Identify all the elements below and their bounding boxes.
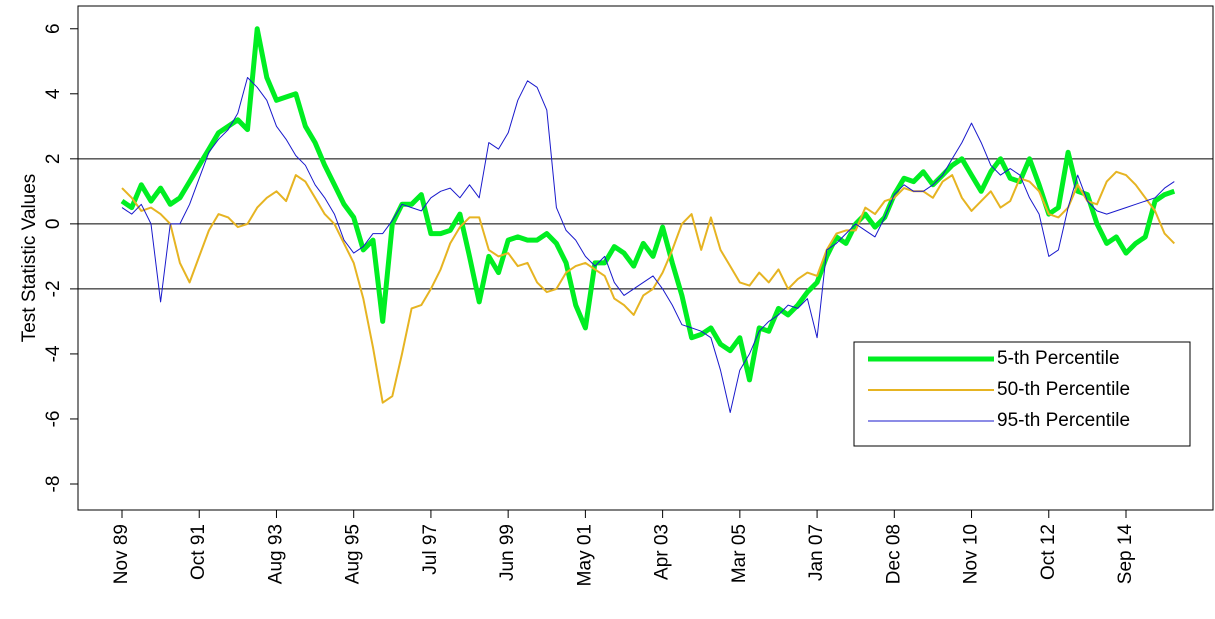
y-tick-label: 0: [43, 219, 64, 230]
x-tick-label: Aug 93: [265, 524, 286, 584]
x-tick-label: Sep 14: [1115, 524, 1136, 585]
x-tick-label: Oct 91: [188, 524, 209, 580]
y-axis-label: Test Statistic Values: [19, 174, 40, 343]
series-line: [121, 77, 1175, 413]
x-tick-label: Jun 99: [497, 524, 518, 581]
x-tick-label: Oct 12: [1038, 524, 1059, 580]
y-tick-label: 4: [43, 88, 64, 99]
y-tick-label: -2: [43, 280, 64, 297]
x-tick-label: Dec 08: [883, 524, 904, 584]
x-tick-label: Jul 97: [420, 524, 441, 575]
x-tick-label: Nov 89: [111, 524, 132, 584]
y-tick-label: 2: [43, 154, 64, 165]
x-tick-label: Mar 05: [729, 524, 750, 583]
legend-label: 5-th Percentile: [997, 348, 1120, 369]
y-tick-label: -6: [43, 411, 64, 428]
x-tick-label: Nov 10: [961, 524, 982, 584]
y-tick-label: -4: [43, 345, 64, 362]
y-tick-label: -8: [43, 476, 64, 493]
series-line: [120, 26, 1176, 383]
plot-frame: [77, 5, 1214, 511]
legend-label: 95-th Percentile: [997, 410, 1130, 431]
x-tick-label: Aug 95: [343, 524, 364, 584]
x-tick-label: Apr 03: [652, 524, 673, 580]
x-tick-label: Jan 07: [806, 524, 827, 581]
legend-label: 50-th Percentile: [997, 379, 1130, 400]
y-tick-label: 6: [43, 23, 64, 34]
x-tick-label: May 01: [574, 524, 595, 586]
series-line: [121, 170, 1176, 404]
